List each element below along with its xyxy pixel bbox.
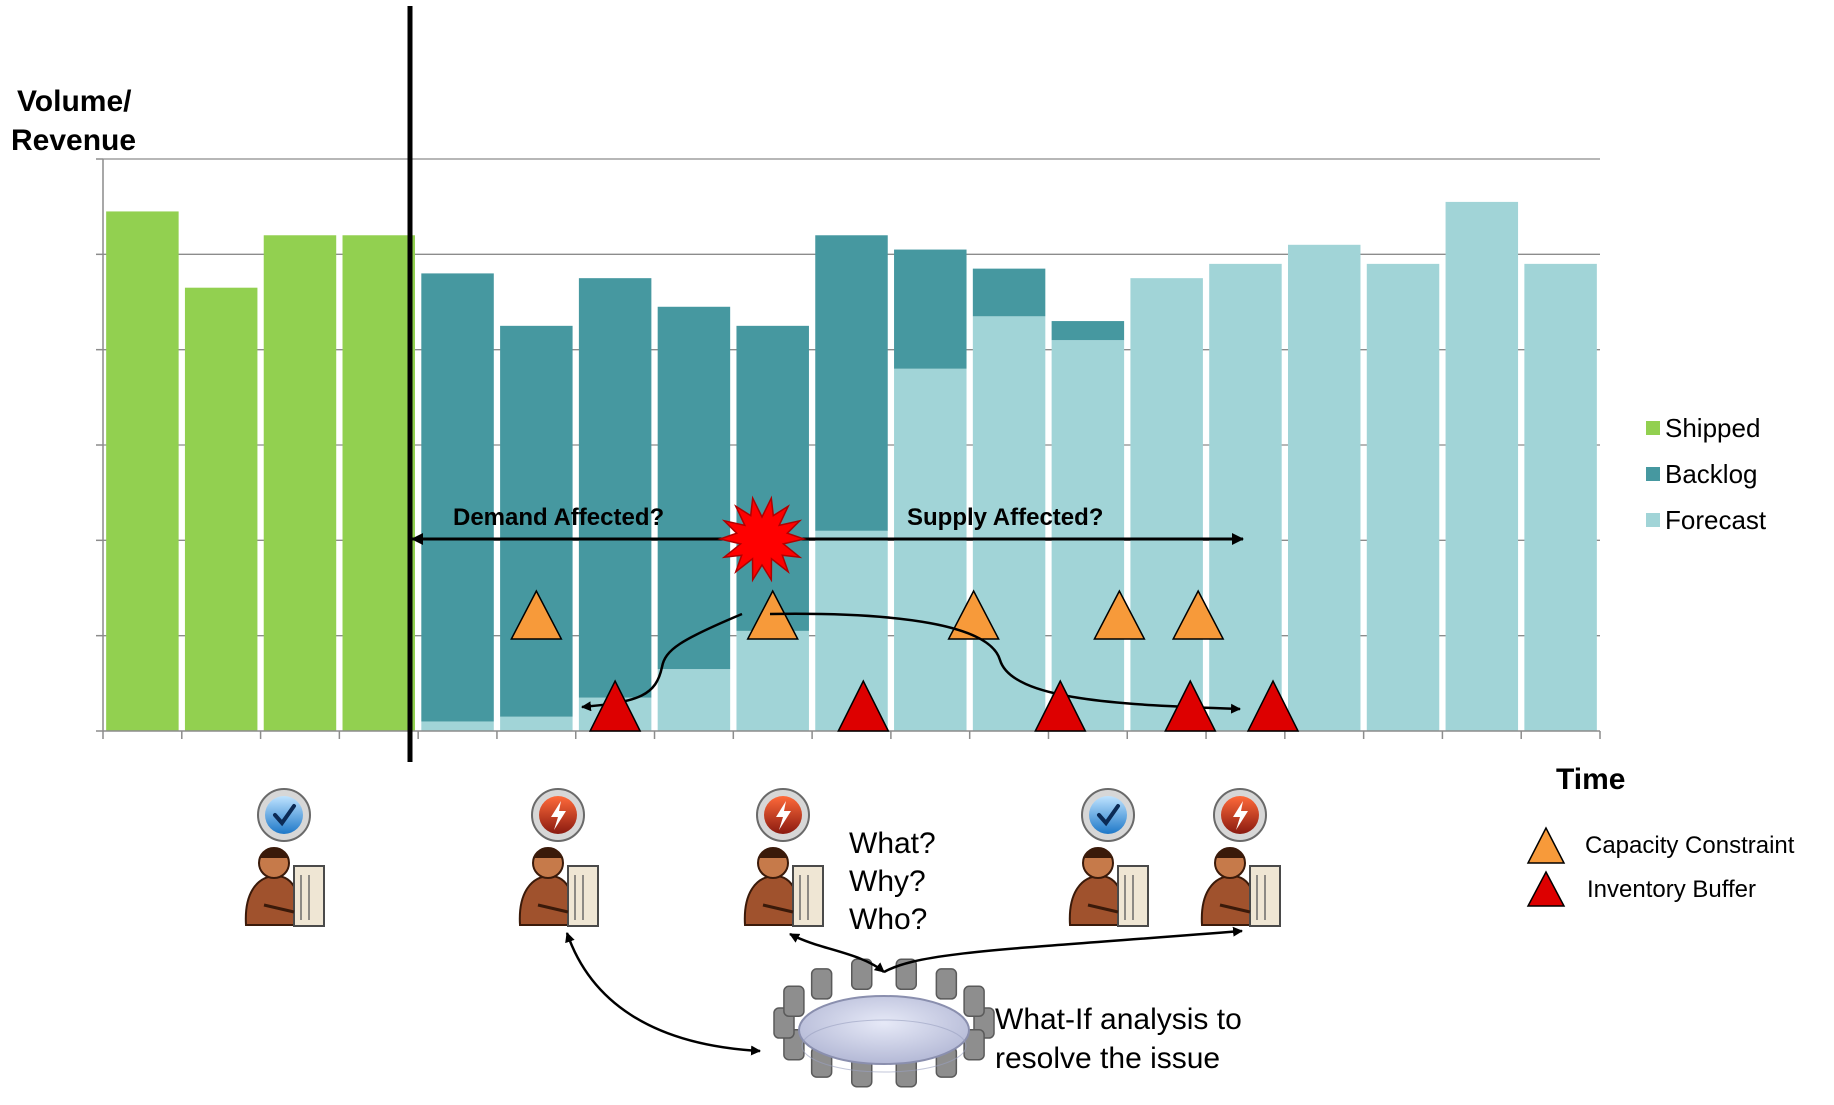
inventory-buffer-icon: [1246, 679, 1300, 732]
chair-icon: [810, 968, 833, 1000]
legend-label-backlog: Backlog: [1665, 459, 1758, 489]
bar-backlog-9: [736, 325, 809, 631]
bar-forecast-13: [1051, 340, 1125, 731]
capacity-constraint-icon: [1171, 589, 1225, 640]
inventory-buffer-icon: [1034, 679, 1087, 732]
inventory-buffer-legend-icon: [1526, 870, 1566, 907]
bar-backlog-10: [815, 235, 888, 531]
capacity-constraint-legend-icon: [1526, 826, 1566, 864]
chair-icon: [850, 958, 873, 991]
constraint-legend: Capacity Constraint Inventory Buffer: [1526, 826, 1795, 907]
chair-icon: [963, 985, 985, 1018]
bar-forecast-12: [972, 316, 1046, 731]
alert-icon: [756, 788, 810, 842]
bar-shipped-1: [106, 211, 179, 731]
bar-backlog-13: [1051, 321, 1125, 341]
person-at-computer-icon: [244, 847, 325, 927]
planner-figure: [1068, 788, 1149, 927]
inventory-buffer-icon: [1164, 679, 1217, 732]
bar-shipped-2: [184, 287, 258, 731]
constraint-link-curve-long: [769, 612, 1241, 714]
capacity-constraint-icon: [947, 589, 1000, 640]
y-axis-title-line1: Volume/: [17, 85, 132, 118]
supply-affected-label: Supply Affected?: [907, 504, 1103, 531]
meeting-table-icon: [773, 958, 995, 1088]
bar-forecast-8: [657, 669, 731, 731]
capacity-constraint-icon: [1093, 589, 1146, 640]
whatif-text-line2: resolve the issue: [995, 1042, 1220, 1075]
bar-backlog-12: [972, 268, 1046, 317]
bar-backlog-7: [578, 278, 652, 698]
x-axis-title: Time: [1556, 763, 1625, 796]
bar-forecast-6: [500, 716, 573, 731]
bar-backlog-6: [500, 325, 573, 717]
question-why: Why?: [849, 865, 926, 898]
capacity-constraint-markers: [510, 589, 1225, 640]
legend-swatch-backlog: [1646, 467, 1660, 481]
inventory-buffer-markers: [588, 679, 1300, 732]
planner-figure: [244, 788, 325, 927]
chair-icon: [895, 958, 918, 991]
planner-figure: [1200, 788, 1281, 927]
bar-forecast-19: [1524, 263, 1597, 731]
disruption-burst-icon: [717, 495, 807, 583]
bar-backlog-5: [421, 273, 494, 722]
capacity-constraint-icon: [510, 589, 563, 640]
planner-figure: [743, 788, 824, 927]
bar-shipped-4: [342, 235, 416, 731]
legend-swatch-forecast: [1646, 513, 1660, 527]
bar-forecast-18: [1445, 201, 1519, 731]
bar-backlog-8: [657, 306, 731, 670]
person-at-computer-icon: [743, 847, 824, 927]
legend-swatch-shipped: [1646, 421, 1660, 435]
question-who: Who?: [849, 903, 927, 936]
inventory-buffer-icon: [588, 679, 642, 732]
chair-icon: [935, 968, 958, 1000]
inventory-buffer-legend-label: Inventory Buffer: [1587, 876, 1756, 903]
inventory-buffer-icon: [837, 679, 890, 732]
capacity-constraint-legend-label: Capacity Constraint: [1585, 832, 1795, 859]
collab-arrow-left: [565, 932, 761, 1056]
collab-arrow-right: [883, 926, 1243, 974]
person-at-computer-icon: [1068, 847, 1149, 927]
planner-figure: [518, 788, 599, 927]
bar-forecast-14: [1130, 278, 1203, 731]
check-icon: [1081, 788, 1135, 842]
alert-icon: [1213, 788, 1267, 842]
bar-forecast-5: [421, 721, 494, 731]
planner-figures: [244, 788, 1281, 927]
person-at-computer-icon: [518, 847, 599, 927]
alert-icon: [531, 788, 585, 842]
collab-arrow-center: [789, 932, 885, 973]
bar-forecast-9: [736, 630, 809, 731]
chart-legend: Shipped Backlog Forecast: [1646, 413, 1767, 535]
demand-affected-label: Demand Affected?: [453, 504, 664, 531]
person-at-computer-icon: [1200, 847, 1281, 927]
y-axis-title-line2: Revenue: [11, 124, 136, 157]
bar-forecast-11: [894, 368, 967, 731]
bar-forecast-15: [1209, 263, 1282, 731]
question-what: What?: [849, 827, 936, 860]
bar-shipped-3: [263, 235, 337, 731]
bar-backlog-11: [894, 249, 967, 369]
bar-forecast-16: [1287, 244, 1361, 732]
legend-label-forecast: Forecast: [1665, 505, 1767, 535]
bar-forecast-17: [1366, 263, 1440, 731]
chair-icon: [963, 1028, 985, 1061]
check-icon: [257, 788, 311, 842]
whatif-text-line1: What-If analysis to: [995, 1003, 1242, 1036]
bar-forecast-10: [815, 530, 888, 731]
chart-bars: [106, 201, 1597, 732]
chair-icon: [783, 985, 805, 1018]
legend-label-shipped: Shipped: [1665, 413, 1760, 443]
